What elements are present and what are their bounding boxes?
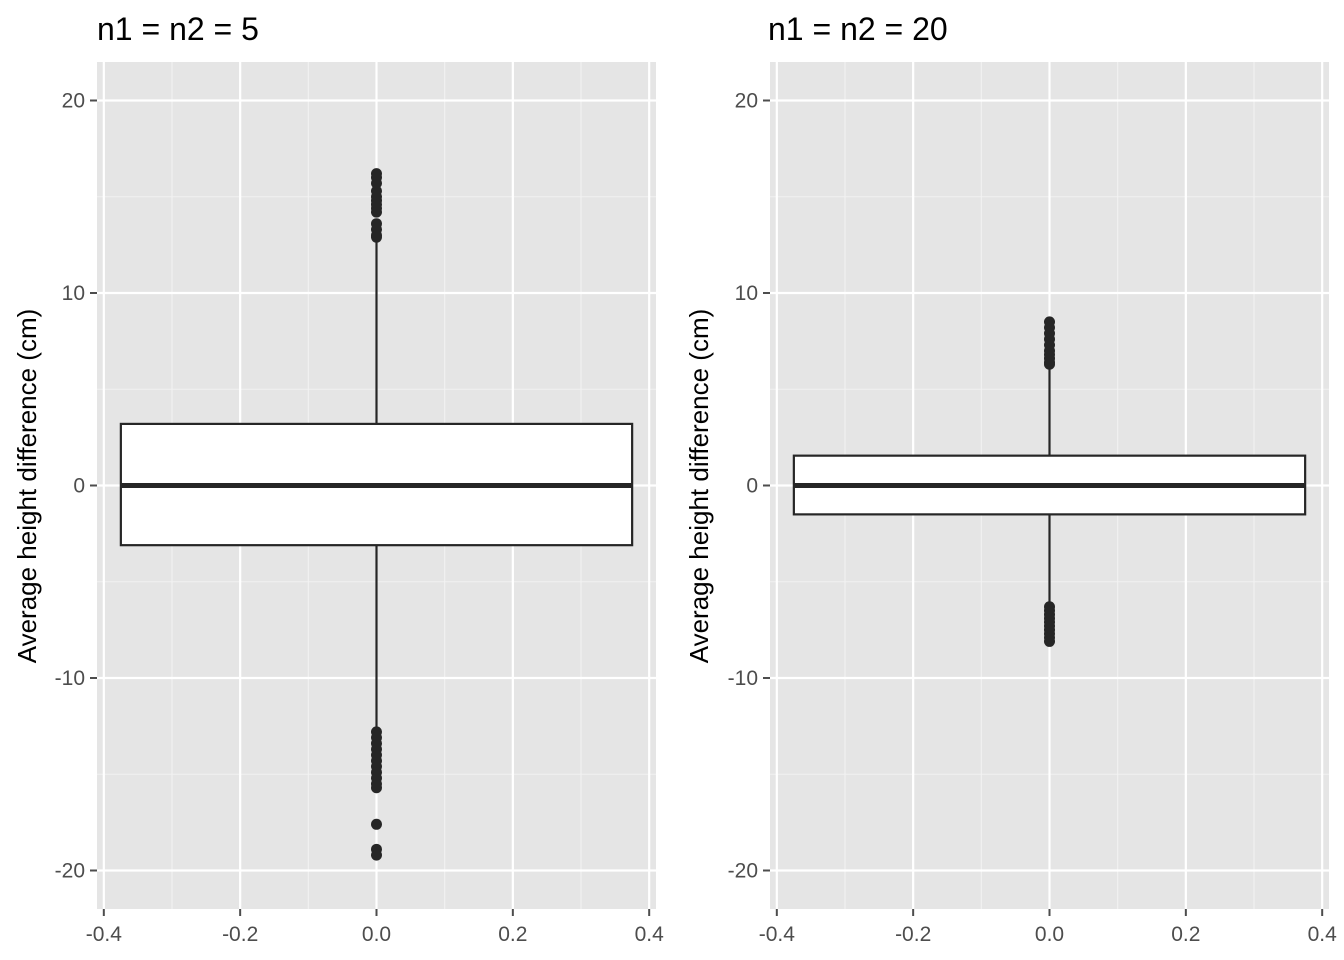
- x-tick-label: 0.4: [635, 923, 665, 946]
- y-tick-label: 0: [73, 475, 85, 498]
- outlier-point: [371, 818, 382, 830]
- y-tick-label: 20: [735, 90, 758, 113]
- x-tick-label: 0.2: [498, 923, 527, 946]
- x-tick-label: 0.0: [362, 923, 391, 946]
- panel-title-left: n1 = n2 = 5: [97, 11, 259, 47]
- x-tick-label: -0.2: [895, 923, 931, 946]
- axis-ticks: -20 -10 0 10 20 -0.4 -0.2 0.0 0.2 0.4: [55, 90, 664, 947]
- x-tick-label: -0.4: [86, 923, 123, 946]
- y-tick-label: 10: [735, 282, 758, 305]
- boxplot: [792, 316, 1307, 647]
- outlier-point: [371, 206, 382, 218]
- y-tick-label: 20: [62, 90, 85, 113]
- x-tick-label: 0.2: [1171, 923, 1200, 946]
- y-axis-label-left: Average height difference (cm): [12, 309, 42, 664]
- x-tick-label: 0.4: [1308, 923, 1338, 946]
- x-tick-label: -0.2: [222, 923, 258, 946]
- outlier-point: [371, 849, 382, 861]
- y-tick-label: 10: [62, 282, 85, 305]
- outlier-point: [371, 782, 382, 794]
- x-tick-label: -0.4: [759, 923, 796, 946]
- outlier-point: [1044, 635, 1055, 647]
- panel-title-right: n1 = n2 = 20: [768, 11, 948, 47]
- y-tick-label: -20: [728, 860, 758, 883]
- outlier-point: [1044, 358, 1055, 370]
- y-tick-label: -10: [728, 667, 758, 690]
- axis-ticks: -20 -10 0 10 20 -0.4 -0.2 0.0 0.2 0.4: [728, 90, 1337, 947]
- x-tick-label: 0.0: [1035, 923, 1064, 946]
- boxplot: [119, 168, 634, 861]
- y-tick-label: 0: [746, 475, 758, 498]
- y-tick-label: -10: [55, 667, 85, 690]
- panel-left: -20 -10 0 10 20 -0.4 -0.2 0.0 0.2 0.4: [55, 62, 664, 946]
- panel-right: -20 -10 0 10 20 -0.4 -0.2 0.0 0.2 0.4: [728, 62, 1337, 946]
- y-tick-label: -20: [55, 860, 85, 883]
- outlier-point: [371, 177, 382, 189]
- y-axis-label-right: Average height difference (cm): [684, 309, 714, 664]
- outlier-point: [371, 231, 382, 243]
